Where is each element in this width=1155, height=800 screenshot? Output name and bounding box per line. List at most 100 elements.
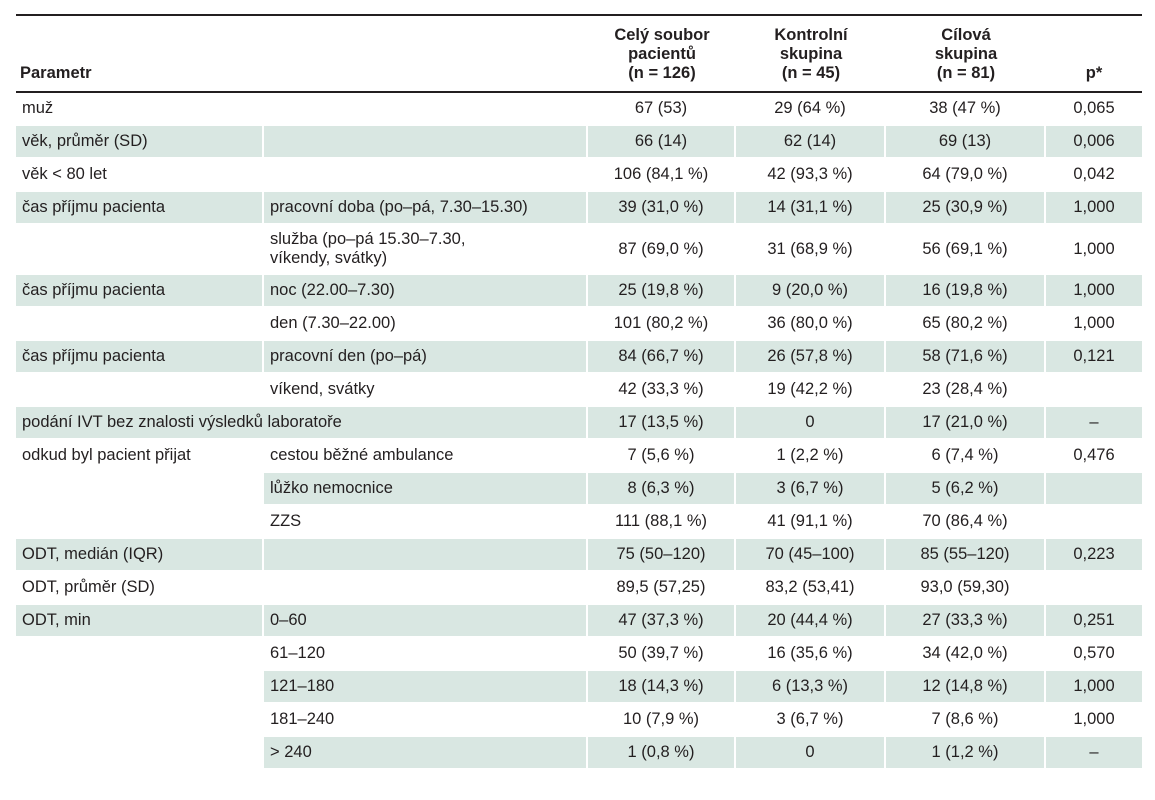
cell-ctrl: 6 (13,3 %) (736, 671, 886, 704)
cell-sub: ZZS (264, 506, 588, 539)
cell-target: 69 (13) (886, 126, 1046, 159)
cell-sub: služba (po–pá 15.30–7.30, víkendy, svátky… (264, 225, 588, 275)
cell-p: 1,000 (1046, 192, 1142, 225)
cell-param: věk < 80 let (16, 159, 264, 192)
cell-all: 8 (6,3 %) (588, 473, 736, 506)
header-all: Celý soubor pacientů (n = 126) (588, 16, 736, 93)
cell-all: 17 (13,5 %) (588, 407, 736, 440)
cell-param: čas příjmu pacienta (16, 192, 264, 225)
table-container: Parametr Celý soubor pacientů (n = 126) Kont… (16, 14, 1142, 770)
table-row: 121–180 18 (14,3 %) 6 (13,3 %) 12 (14,8 %) 1… (16, 671, 1142, 704)
cell-ctrl: 16 (35,6 %) (736, 638, 886, 671)
cell-all: 7 (5,6 %) (588, 440, 736, 473)
cell-sub (264, 539, 588, 572)
cell-param: čas příjmu pacienta (16, 341, 264, 374)
table-row: věk, průměr (SD) 66 (14) 62 (14) 69 (13) 0,0… (16, 126, 1142, 159)
cell-all: 67 (53) (588, 93, 736, 126)
cell-p: 1,000 (1046, 704, 1142, 737)
cell-ctrl: 14 (31,1 %) (736, 192, 886, 225)
cell-all: 75 (50–120) (588, 539, 736, 572)
header-param-line: Parametr (20, 64, 92, 82)
cell-all: 111 (88,1 %) (588, 506, 736, 539)
cell-sub (264, 572, 588, 605)
table-row: čas příjmu pacienta pracovní doba (po–pá,… (16, 192, 1142, 225)
cell-ctrl: 62 (14) (736, 126, 886, 159)
cell-p: 1,000 (1046, 671, 1142, 704)
cell-ctrl: 29 (64 %) (736, 93, 886, 126)
header-ctrl-line: (n = 45) (781, 64, 841, 82)
cell-target: 58 (71,6 %) (886, 341, 1046, 374)
table-row: muž 67 (53) 29 (64 %) 38 (47 %) 0,065 (16, 93, 1142, 126)
cell-ctrl: 9 (20,0 %) (736, 275, 886, 308)
cell-param (16, 671, 264, 704)
cell-ctrl: 83,2 (53,41) (736, 572, 886, 605)
table-row: víkend, svátky 42 (33,3 %) 19 (42,2 %) 23 (… (16, 374, 1142, 407)
cell-all: 101 (80,2 %) (588, 308, 736, 341)
cell-ctrl: 19 (42,2 %) (736, 374, 886, 407)
cell-all: 39 (31,0 %) (588, 192, 736, 225)
cell-sub: 61–120 (264, 638, 588, 671)
cell-all: 50 (39,7 %) (588, 638, 736, 671)
cell-all: 66 (14) (588, 126, 736, 159)
cell-sub: 181–240 (264, 704, 588, 737)
header-sub (264, 16, 588, 93)
cell-param: muž (16, 93, 264, 126)
table-row: ODT, min 0–60 47 (37,3 %) 20 (44,4 %) 27 (33… (16, 605, 1142, 638)
cell-sub: pracovní den (po–pá) (264, 341, 588, 374)
cell-p: – (1046, 737, 1142, 770)
cell-param: ODT, min (16, 605, 264, 638)
cell-target: 1 (1,2 %) (886, 737, 1046, 770)
cell-ctrl: 36 (80,0 %) (736, 308, 886, 341)
cell-p: 0,065 (1046, 93, 1142, 126)
table-row: odkud byl pacient přijat cestou běžné amb… (16, 440, 1142, 473)
cell-p (1046, 572, 1142, 605)
table-row: čas příjmu pacienta noc (22.00–7.30) 25 (1… (16, 275, 1142, 308)
cell-sub (264, 126, 588, 159)
cell-param: podání IVT bez znalosti výsledků laborat… (16, 407, 588, 440)
cell-p: 1,000 (1046, 225, 1142, 275)
table-top-rule (16, 14, 1142, 16)
table-header-row: Parametr Celý soubor pacientů (n = 126) Kont… (16, 16, 1142, 93)
cell-all: 18 (14,3 %) (588, 671, 736, 704)
header-target: Cílová skupina (n = 81) (886, 16, 1046, 93)
cell-target: 65 (80,2 %) (886, 308, 1046, 341)
cell-sub (264, 159, 588, 192)
cell-param (16, 737, 264, 770)
table-row: věk < 80 let 106 (84,1 %) 42 (93,3 %) 64 (7… (16, 159, 1142, 192)
cell-target: 64 (79,0 %) (886, 159, 1046, 192)
table-row: čas příjmu pacienta pracovní den (po–pá) 8… (16, 341, 1142, 374)
cell-all: 10 (7,9 %) (588, 704, 736, 737)
cell-p: 1,000 (1046, 275, 1142, 308)
cell-p: 0,476 (1046, 440, 1142, 473)
header-p-line: p* (1085, 64, 1103, 82)
cell-param (16, 308, 264, 341)
header-ctrl-line: skupina (779, 45, 843, 63)
cell-param: čas příjmu pacienta (16, 275, 264, 308)
cell-p (1046, 374, 1142, 407)
cell-sub: lůžko nemocnice (264, 473, 588, 506)
cell-target: 27 (33,3 %) (886, 605, 1046, 638)
cell-target: 17 (21,0 %) (886, 407, 1046, 440)
cell-sub-line: služba (po–pá 15.30–7.30, (270, 230, 466, 248)
cell-target: 7 (8,6 %) (886, 704, 1046, 737)
cell-target: 5 (6,2 %) (886, 473, 1046, 506)
cell-target: 16 (19,8 %) (886, 275, 1046, 308)
cell-p: 0,251 (1046, 605, 1142, 638)
table-body: muž 67 (53) 29 (64 %) 38 (47 %) 0,065 věk, pr… (16, 93, 1142, 770)
cell-p: 0,121 (1046, 341, 1142, 374)
cell-sub (264, 93, 588, 126)
cell-target: 12 (14,8 %) (886, 671, 1046, 704)
cell-all: 1 (0,8 %) (588, 737, 736, 770)
cell-ctrl: 42 (93,3 %) (736, 159, 886, 192)
cell-p: 0,570 (1046, 638, 1142, 671)
header-all-line: pacientů (628, 45, 696, 63)
cell-ctrl: 20 (44,4 %) (736, 605, 886, 638)
cell-sub: noc (22.00–7.30) (264, 275, 588, 308)
table-row: ZZS 111 (88,1 %) 41 (91,1 %) 70 (86,4 %) (16, 506, 1142, 539)
table-row: > 240 1 (0,8 %) 0 1 (1,2 %) – (16, 737, 1142, 770)
cell-target: 38 (47 %) (886, 93, 1046, 126)
cell-param (16, 704, 264, 737)
cell-p: 0,006 (1046, 126, 1142, 159)
cell-sub-line: víkendy, svátky) (270, 249, 388, 267)
header-target-line: (n = 81) (936, 64, 996, 82)
